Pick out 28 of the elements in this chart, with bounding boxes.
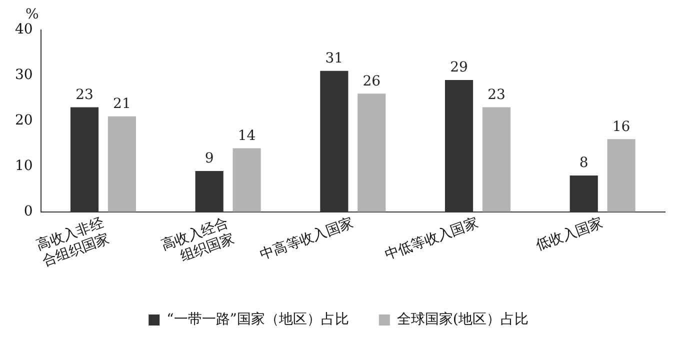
bar [108,116,136,212]
data-label: 16 [612,118,630,135]
data-label: 31 [325,50,344,67]
data-label: 21 [113,96,131,112]
data-label: 29 [450,60,468,76]
y-axis-title: % [26,6,39,23]
bar [607,139,636,212]
legend-label: 全球国家(地区）占比 [396,312,528,328]
legend-label: “一带一路”国家（地区）占比 [166,312,349,328]
x-tick-label: 高收入经合组织国家 [159,214,236,265]
data-label: 23 [76,86,94,103]
y-tick-label: 0 [24,204,33,220]
bar [232,148,261,212]
bar [358,94,386,212]
bar [482,107,511,212]
data-label: 26 [362,73,381,90]
data-label: 14 [238,128,256,144]
y-tick-label: 30 [14,67,33,84]
data-label: 9 [204,150,214,167]
data-label: 23 [488,86,506,103]
y-tick-label: 40 [14,22,33,38]
x-tick-label: 低收入国家 [534,214,606,254]
y-tick-label: 10 [14,158,33,174]
x-tick-label: 高收入非经合组织国家 [34,214,112,270]
x-tick-label: 中低等收入国家 [382,214,480,264]
data-label: 8 [579,155,588,172]
y-tick-label: 20 [14,112,33,129]
x-tick-label: 中高等收入国家 [258,214,356,264]
